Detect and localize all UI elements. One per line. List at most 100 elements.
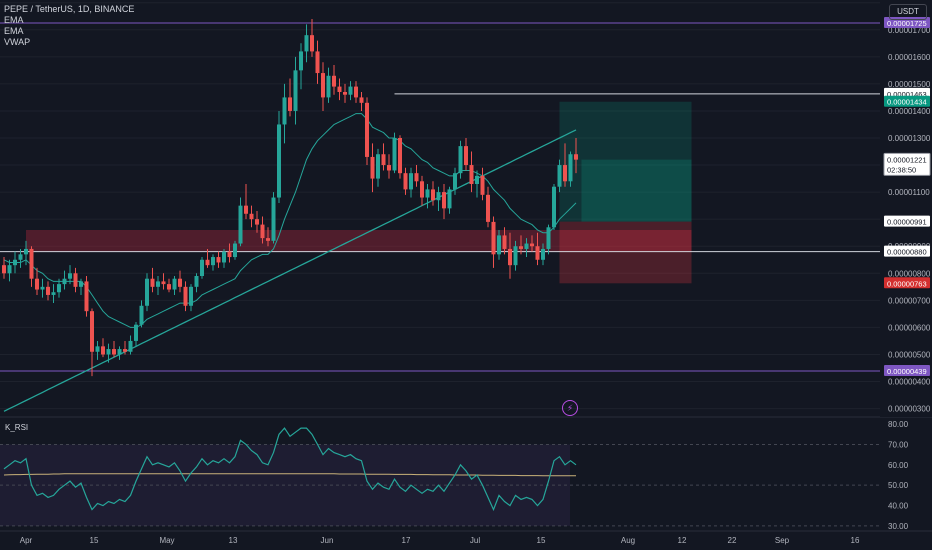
- candle: [189, 286, 193, 306]
- price-tick-label: 0.00001600: [888, 53, 931, 62]
- ema-fast-line: [3, 113, 577, 328]
- candle: [51, 292, 56, 295]
- time-tick-label: Sep: [775, 536, 790, 545]
- price-label-text: 0.00001221: [887, 155, 927, 164]
- price-label-box: [884, 95, 930, 107]
- time-tick-label: 12: [678, 536, 687, 545]
- candle: [178, 278, 182, 287]
- price-label-box: [884, 364, 930, 376]
- price-tick-label: 0.00000500: [888, 350, 931, 359]
- candle: [90, 311, 94, 352]
- indicator-ema-fast[interactable]: EMA: [4, 15, 24, 25]
- candle: [123, 349, 127, 352]
- candle: [79, 281, 83, 287]
- rsi-axis[interactable]: [880, 418, 932, 530]
- candle: [321, 73, 325, 98]
- candle: [447, 189, 452, 209]
- indicator-ema-slow[interactable]: EMA: [4, 26, 24, 36]
- candle: [172, 278, 177, 290]
- rsi-tick-label: 40.00: [888, 502, 909, 511]
- candle: [502, 235, 507, 249]
- indicator-vwap[interactable]: VWAP: [4, 37, 31, 47]
- candle: [524, 243, 529, 249]
- candle: [469, 165, 474, 184]
- candle: [304, 35, 309, 52]
- candle: [156, 281, 160, 287]
- candle: [18, 254, 23, 260]
- candle: [128, 340, 133, 352]
- candle: [238, 205, 243, 244]
- candle: [398, 138, 402, 174]
- candle: [348, 86, 353, 95]
- lightning-icon[interactable]: ⚡: [562, 400, 578, 416]
- position-stop-zone[interactable]: [559, 221, 692, 284]
- candle: [227, 251, 232, 258]
- ema-slow-line: [3, 129, 577, 412]
- candle: [431, 189, 435, 201]
- candle: [563, 165, 567, 182]
- candle: [568, 154, 573, 182]
- chart-legend: PEPE / TetherUS, 1D, BINANCE EMA EMA VWA…: [4, 4, 134, 48]
- candle: [35, 278, 39, 290]
- candle: [365, 102, 369, 157]
- candle: [150, 278, 155, 287]
- candle: [260, 224, 265, 239]
- candle: [62, 278, 67, 285]
- price-tick-label: 0.00000700: [888, 296, 931, 305]
- candle: [101, 346, 105, 355]
- time-tick-label: 16: [851, 536, 860, 545]
- candle: [326, 75, 331, 98]
- candle: [508, 248, 512, 266]
- candle: [354, 86, 358, 98]
- time-tick-label: 22: [728, 536, 737, 545]
- candle: [139, 305, 144, 325]
- candle: [24, 248, 28, 255]
- price-axis[interactable]: [880, 0, 932, 417]
- candle: [46, 286, 50, 295]
- candle: [211, 257, 215, 266]
- currency-button[interactable]: USDT: [889, 4, 927, 20]
- price-tick-label: 0.00001500: [888, 80, 931, 89]
- candle: [436, 192, 441, 201]
- candle: [475, 175, 479, 184]
- candle: [145, 278, 149, 306]
- candle: [530, 243, 534, 247]
- candle: [535, 246, 540, 260]
- rsi-ma-line: [3, 473, 576, 477]
- price-tick-label: 0.00001400: [888, 107, 931, 116]
- price-tick-label: 0.00001300: [888, 134, 931, 143]
- candle: [403, 173, 408, 190]
- price-label-text: 0.00000439: [887, 367, 927, 376]
- rsi-tick-label: 60.00: [888, 461, 909, 470]
- candle: [233, 243, 237, 258]
- candle: [222, 251, 226, 263]
- symbol-title[interactable]: PEPE / TetherUS, 1D, BINANCE: [4, 4, 135, 14]
- candle: [249, 213, 254, 220]
- rsi-tick-label: 70.00: [888, 440, 909, 449]
- candle: [255, 219, 259, 225]
- price-tick-label: 0.00000300: [888, 405, 931, 414]
- candle: [183, 286, 188, 306]
- candle: [546, 227, 551, 249]
- candle: [387, 165, 391, 171]
- candle: [519, 246, 523, 249]
- price-label-text: 0.00001463: [887, 90, 927, 99]
- candle: [343, 92, 347, 95]
- candle: [271, 197, 276, 241]
- candle: [7, 265, 12, 274]
- price-label-text: 0.00000763: [887, 279, 927, 288]
- rsi-panel-label[interactable]: K_RSI: [5, 423, 29, 432]
- candle: [282, 97, 287, 125]
- candle: [244, 205, 248, 214]
- price-tick-label: 0.00000800: [888, 269, 931, 278]
- position-target-zone[interactable]: [559, 101, 692, 222]
- candle: [205, 259, 210, 266]
- candle: [315, 51, 320, 74]
- candle: [310, 35, 314, 52]
- time-tick-label: Jul: [470, 536, 480, 545]
- candle: [497, 235, 501, 255]
- candle: [409, 173, 413, 190]
- candle: [106, 349, 111, 355]
- candle: [392, 138, 397, 171]
